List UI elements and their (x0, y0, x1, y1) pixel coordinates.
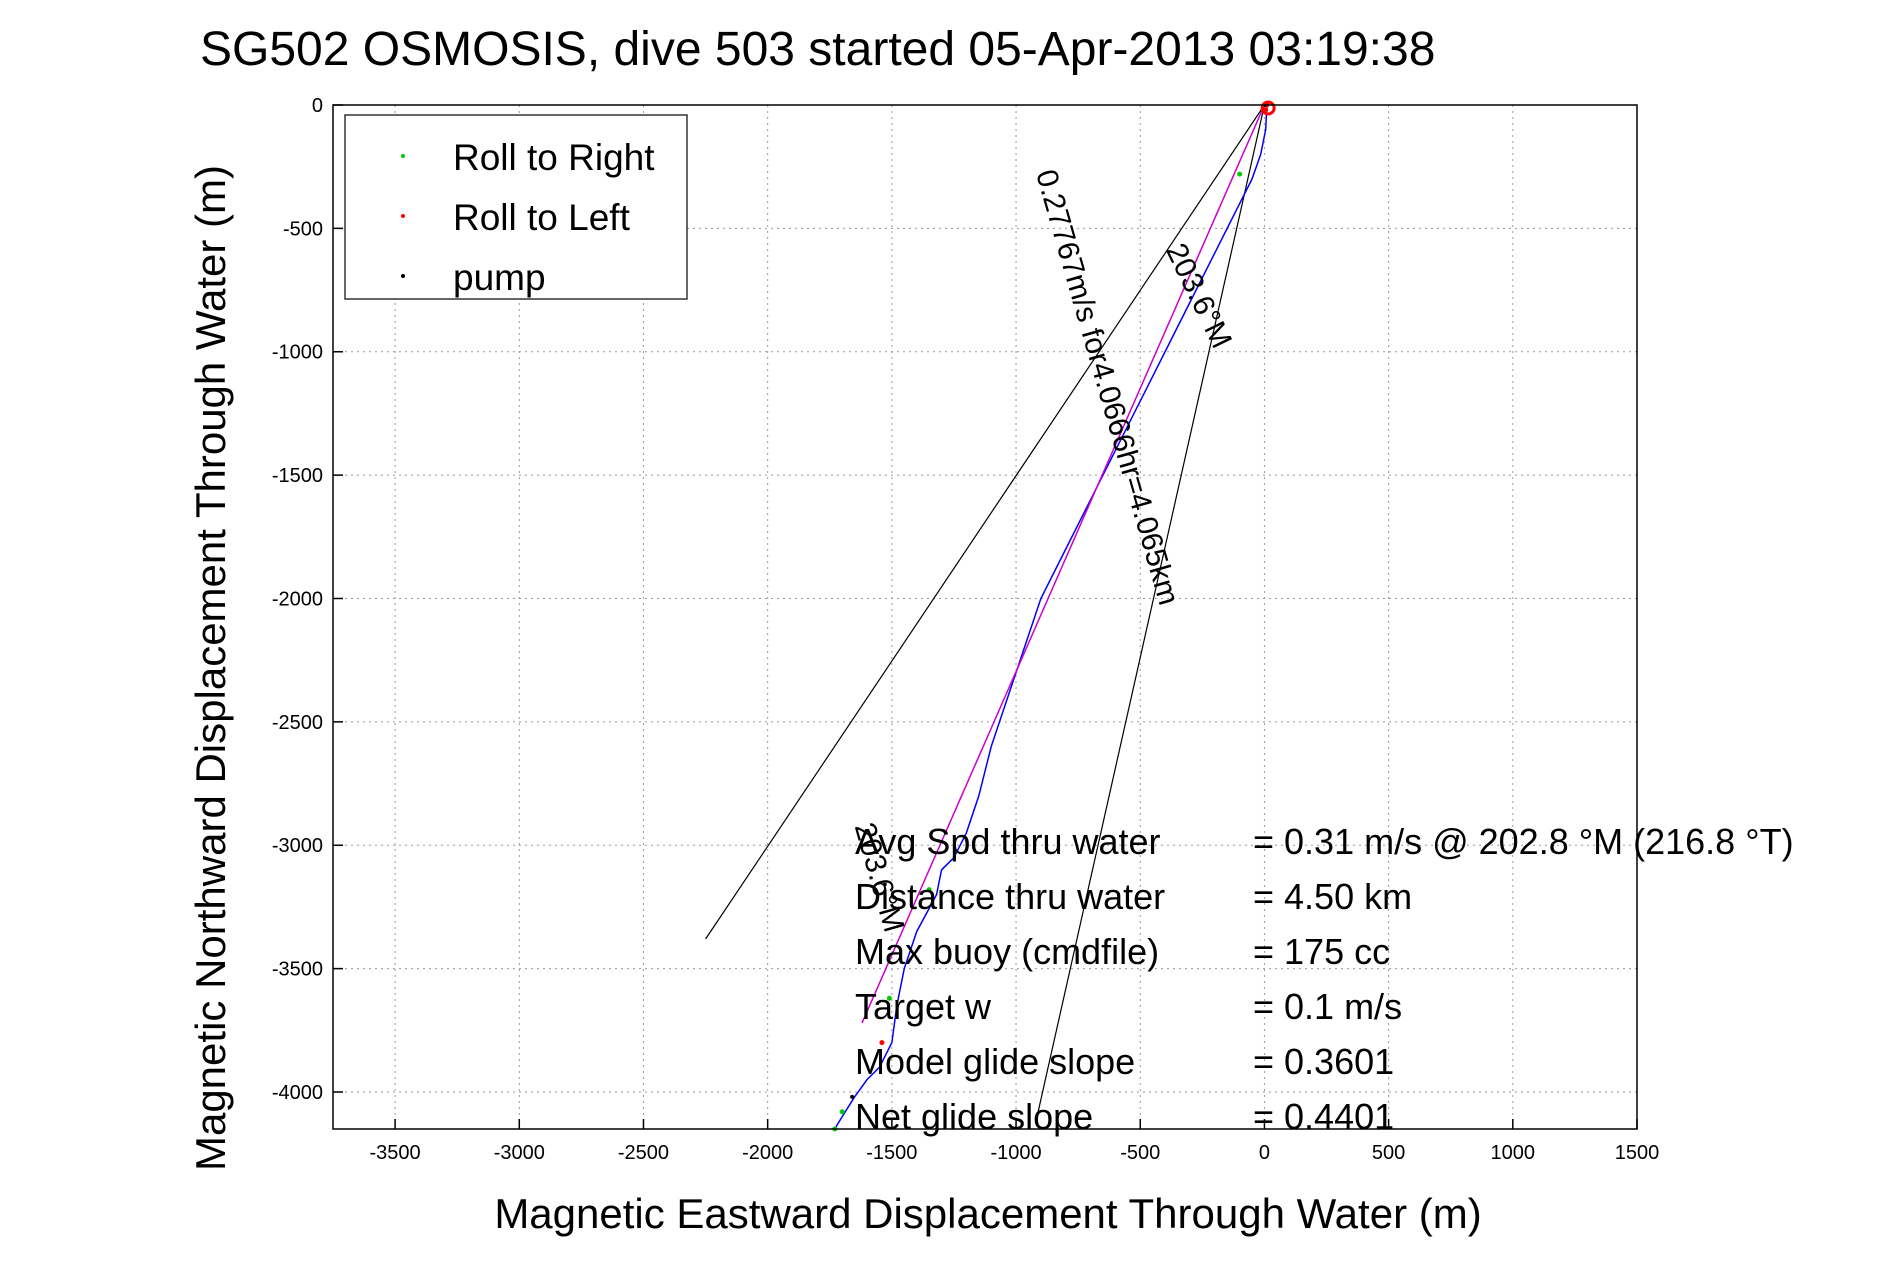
heading-cone-line (1035, 104, 1266, 1122)
info-label: Max buoy (cmdfile) (855, 931, 1159, 972)
x-tick-label: -3500 (370, 1142, 421, 1164)
x-tick-label: 1500 (1615, 1142, 1660, 1164)
y-tick-label: -3500 (272, 959, 323, 981)
legend-label: Roll to Right (453, 137, 655, 178)
plot-frame (332, 104, 1638, 1130)
y-tick-label: -3000 (272, 835, 323, 857)
x-axis-label: Magnetic Eastward Displacement Through W… (494, 1190, 1481, 1237)
roll-right-point (886, 995, 892, 1001)
chart-title: SG502 OSMOSIS, dive 503 started 05-Apr-2… (200, 23, 1435, 76)
x-tick-label: 0 (1259, 1142, 1270, 1164)
info-value: = 0.4401 (1253, 1096, 1394, 1137)
x-tick-labels: -3500 -3000 -2500 -2000 -1500 -1000 -500 0 500 10… (370, 1142, 1660, 1164)
heading-cone-line (705, 104, 1265, 940)
trajectory-line (834, 104, 1268, 1130)
x-tick-label: -1500 (866, 1142, 917, 1164)
info-value: = 0.31 m/s @ 202.8 °M (216.8 °T) (1253, 821, 1794, 862)
x-tick-label: -2500 (618, 1142, 669, 1164)
heading-annotation: 0.27767m/s for4.0666hr=4.065km (1029, 166, 1185, 609)
info-value: = 175 cc (1253, 931, 1390, 972)
legend-marker (401, 274, 405, 278)
roll-right-point (926, 887, 932, 893)
y-tick-label: -1500 (272, 465, 323, 487)
y-tick-label: -500 (283, 218, 323, 240)
legend: Roll to Right Roll to Left pump (344, 114, 688, 300)
legend-label: Roll to Left (453, 197, 631, 238)
y-axis-label: Magnetic Northward Displacement Through … (187, 165, 234, 1171)
info-value: = 0.3601 (1253, 1041, 1394, 1082)
heading-cone-lines (705, 104, 1266, 1122)
legend-marker (401, 214, 405, 218)
info-label: Model glide slope (855, 1041, 1135, 1082)
x-tick-label: -1000 (990, 1142, 1041, 1164)
legend-marker (401, 154, 405, 158)
info-label: Avg Spd thru water (855, 821, 1161, 862)
legend-label: pump (453, 257, 546, 298)
y-tick-label: -1000 (272, 342, 323, 364)
roll-right-point (839, 1109, 845, 1115)
roll-right-point (1237, 171, 1243, 177)
legend-box (344, 114, 688, 300)
x-tick-label: -2000 (742, 1142, 793, 1164)
y-tick-label: -4000 (272, 1082, 323, 1104)
roll-left-point (879, 1040, 885, 1046)
x-tick-label: 1000 (1491, 1142, 1536, 1164)
x-tick-label: -500 (1120, 1142, 1160, 1164)
trajectory-line (861, 104, 1266, 1024)
info-label: Target w (855, 986, 992, 1027)
y-tick-labels: 0 -500 -1000 -1500 -2000 -2500 -3000 -3500 -4000 (272, 95, 323, 1104)
grid-lines (333, 104, 1638, 1129)
pump-point (850, 1094, 855, 1099)
x-tick-label: -3000 (494, 1142, 545, 1164)
y-tick-label: 0 (312, 95, 323, 117)
info-value: = 0.1 m/s (1253, 986, 1402, 1027)
y-tick-label: -2500 (272, 712, 323, 734)
trajectory-series (834, 104, 1268, 1130)
x-tick-label: 500 (1372, 1142, 1405, 1164)
start-marker (1260, 100, 1276, 116)
dive-info-block: Avg Spd thru water = 0.31 m/s @ 202.8 °M … (855, 821, 1794, 1137)
info-label: Net glide slope (855, 1096, 1093, 1137)
info-value: = 4.50 km (1253, 876, 1412, 917)
y-tick-label: -2000 (272, 588, 323, 610)
info-label: Distance thru water (855, 876, 1165, 917)
